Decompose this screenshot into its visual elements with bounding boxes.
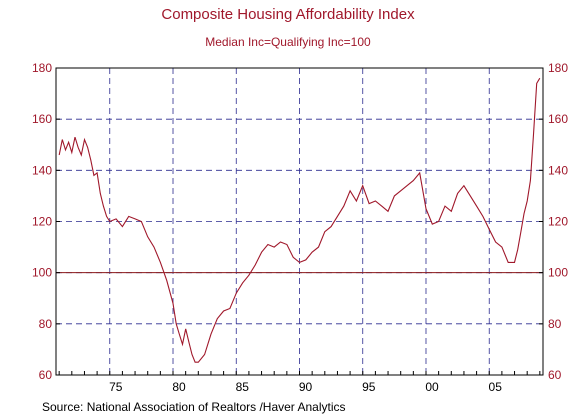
x-tick-label: 00 xyxy=(425,380,439,394)
y-tick-label: 60 xyxy=(548,368,562,382)
y-tick-label: 140 xyxy=(548,163,568,177)
y-tick-label: 180 xyxy=(548,61,568,75)
chart-subtitle: Median Inc=Qualifying Inc=100 xyxy=(205,35,371,49)
y-tick-label: 120 xyxy=(548,215,568,229)
x-tick-label: 80 xyxy=(172,380,186,394)
y-tick-label: 60 xyxy=(39,368,53,382)
y-tick-label: 160 xyxy=(548,112,568,126)
y-axis-left: 60 80 100 120 140 160 180 xyxy=(32,61,52,382)
y-tick-label: 160 xyxy=(32,112,52,126)
chart-title: Composite Housing Affordability Index xyxy=(161,6,415,23)
axis-ticks xyxy=(56,67,543,376)
y-tick-label: 140 xyxy=(32,163,52,177)
x-tick-label: 90 xyxy=(299,380,313,394)
x-tick-label: 85 xyxy=(236,380,250,394)
y-axis-right: 60 80 100 120 140 160 180 xyxy=(548,61,568,382)
series-line xyxy=(58,77,541,363)
x-tick-label: 95 xyxy=(362,380,376,394)
y-tick-label: 180 xyxy=(32,61,52,75)
x-axis: 75 80 85 90 95 00 05 xyxy=(109,380,502,394)
x-tick-label: 75 xyxy=(109,380,123,394)
gridlines xyxy=(56,68,543,375)
y-tick-label: 100 xyxy=(32,266,52,280)
y-tick-label: 100 xyxy=(548,266,568,280)
y-tick-label: 80 xyxy=(548,317,562,331)
x-tick-label: 05 xyxy=(489,380,503,394)
y-tick-label: 80 xyxy=(39,317,53,331)
source-note: Source: National Association of Realtors… xyxy=(42,400,345,414)
y-tick-label: 120 xyxy=(32,215,52,229)
